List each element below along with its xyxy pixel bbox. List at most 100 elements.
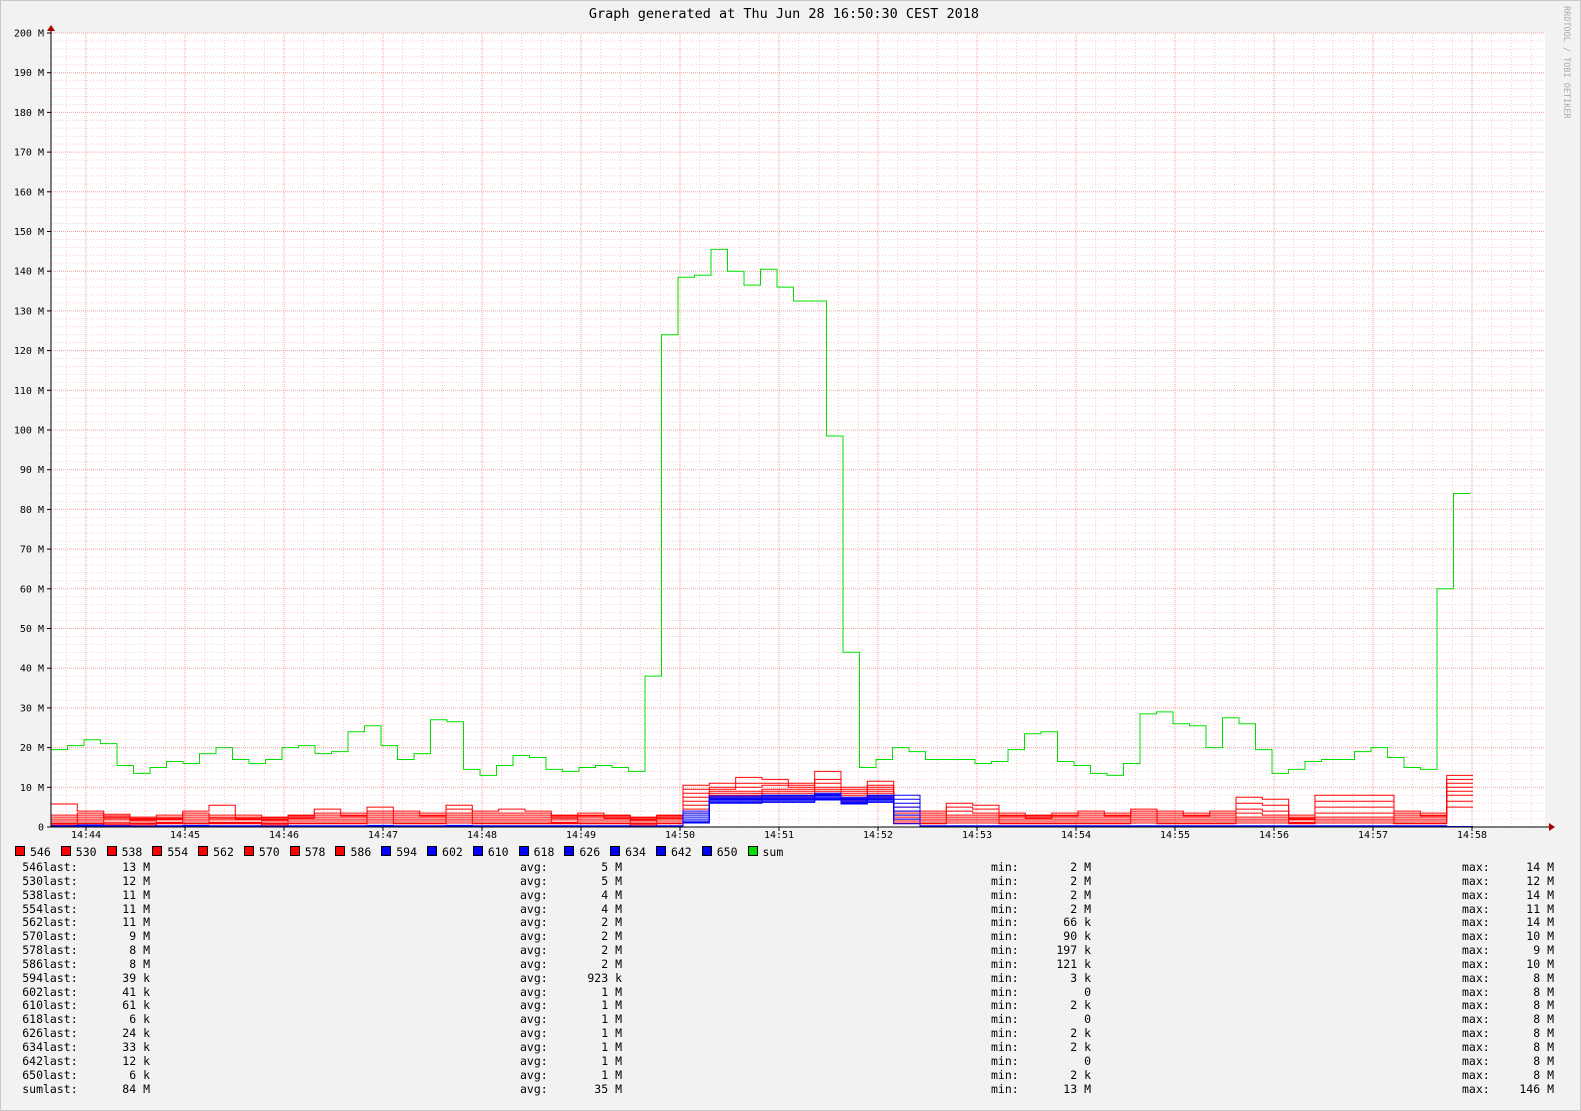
max-label: max: xyxy=(1462,943,1490,958)
last-value: 84 M xyxy=(122,1081,150,1096)
min-label: min: xyxy=(991,915,1019,930)
y-tick-label: 50 M xyxy=(20,624,44,635)
legend-swatch xyxy=(747,846,758,856)
max-label: max: xyxy=(1462,873,1490,888)
legend-item-634: 634 xyxy=(610,845,646,859)
avg-label: avg: xyxy=(520,915,548,930)
avg-value: 1 M xyxy=(601,984,622,999)
legend-swatch xyxy=(243,846,254,856)
max-label: max: xyxy=(1462,970,1490,985)
last-label: last: xyxy=(43,915,78,930)
legend-label: 530 xyxy=(75,845,97,859)
min-label: min: xyxy=(991,860,1019,874)
min-value: 2 M xyxy=(1070,901,1091,916)
legend-item-538: 538 xyxy=(106,845,143,859)
series-line-562 xyxy=(51,788,1473,822)
min-value: 66 k xyxy=(1063,915,1091,930)
legend-label: 650 xyxy=(716,845,738,859)
min-label: min: xyxy=(991,970,1019,985)
rrdtool-watermark: RRDTOOL / TOBI OETIKER xyxy=(1561,6,1571,119)
y-tick-label: 10 M xyxy=(20,783,44,794)
legend-swatch xyxy=(15,846,25,856)
y-tick-label: 60 M xyxy=(20,584,44,595)
legend-swatch xyxy=(655,846,666,856)
max-label: max: xyxy=(1462,956,1490,971)
series-name: 570 xyxy=(22,929,43,944)
min-label: min: xyxy=(991,943,1019,958)
avg-value: 35 M xyxy=(594,1081,622,1096)
min-value: 13 M xyxy=(1063,1081,1091,1096)
max-value: 8 M xyxy=(1533,984,1554,999)
legend-item-sum: sum xyxy=(747,845,783,859)
legend-item-610: 610 xyxy=(472,845,509,859)
x-tick-label: 14:51 xyxy=(764,830,794,841)
max-label: max: xyxy=(1462,1067,1490,1082)
avg-value: 1 M xyxy=(601,1026,622,1041)
legend-label: 570 xyxy=(258,845,280,859)
max-label: max: xyxy=(1462,929,1490,944)
x-tick-label: 14:57 xyxy=(1358,830,1388,841)
legend-swatch xyxy=(701,846,712,856)
legend-label: 626 xyxy=(579,845,601,859)
legend-swatch xyxy=(152,846,163,856)
series-name: 578 xyxy=(22,943,43,958)
max-label: max: xyxy=(1462,1053,1490,1068)
x-tick-label: 14:55 xyxy=(1160,830,1190,841)
series-line-sum xyxy=(51,248,1470,776)
last-value: 61 k xyxy=(122,998,150,1013)
max-label: max: xyxy=(1462,887,1490,902)
y-tick-label: 110 M xyxy=(14,386,44,397)
max-label: max: xyxy=(1462,1081,1490,1096)
y-tick-label: 160 M xyxy=(14,187,44,198)
legend-label: 538 xyxy=(121,845,143,859)
stats-row: 530 last: 12 M avg: 5 M min: 2 M max: 12 M xyxy=(15,873,1560,889)
stats-row: 626 last: 24 k avg: 1 M min: 2 k max: 8 M xyxy=(15,1026,1560,1041)
min-value: 2 M xyxy=(1070,887,1091,902)
y-tick-label: 80 M xyxy=(20,505,44,516)
series-name: 562 xyxy=(22,915,43,930)
x-tick-label: 14:53 xyxy=(962,830,992,841)
last-label: last: xyxy=(43,956,78,971)
y-tick-label: 0 xyxy=(38,823,44,834)
min-label: min: xyxy=(991,887,1019,902)
y-tick-label: 120 M xyxy=(14,346,44,357)
min-value: 0 xyxy=(1084,1012,1091,1027)
series-name: 586 xyxy=(22,956,43,971)
min-value: 197 k xyxy=(1056,943,1091,958)
last-value: 9 M xyxy=(129,929,150,944)
x-tick-label: 14:49 xyxy=(566,830,596,841)
y-tick-label: 130 M xyxy=(14,306,44,317)
series-name: sum xyxy=(22,1081,43,1096)
max-value: 8 M xyxy=(1533,998,1554,1013)
avg-label: avg: xyxy=(520,1081,548,1096)
y-tick-label: 170 M xyxy=(14,148,44,159)
max-value: 10 M xyxy=(1526,956,1554,971)
min-label: min: xyxy=(991,1012,1019,1027)
stats-row: 538 last: 11 M avg: 4 M min: 2 M max: 14 M xyxy=(15,887,1560,903)
avg-label: avg: xyxy=(520,1039,548,1054)
last-label: last: xyxy=(43,929,78,944)
series-name: 626 xyxy=(22,1026,43,1041)
avg-value: 2 M xyxy=(601,956,622,971)
legend-label: 562 xyxy=(213,845,234,859)
series-name: 554 xyxy=(22,901,43,916)
last-value: 8 M xyxy=(129,943,150,958)
y-tick-label: 100 M xyxy=(14,426,44,437)
min-value: 2 M xyxy=(1070,860,1091,874)
legend-item-530: 530 xyxy=(60,845,97,859)
legend-label: 578 xyxy=(304,845,326,859)
avg-label: avg: xyxy=(520,956,548,971)
avg-label: avg: xyxy=(520,901,548,916)
min-label: min: xyxy=(991,1053,1019,1068)
avg-value: 923 k xyxy=(587,970,622,985)
x-tick-label: 14:46 xyxy=(269,830,299,841)
x-tick-label: 14:48 xyxy=(467,830,497,841)
min-label: min: xyxy=(991,956,1019,971)
legend-item-570: 570 xyxy=(243,845,280,859)
legend-swatch xyxy=(610,846,621,856)
avg-value: 2 M xyxy=(601,915,622,930)
avg-value: 1 M xyxy=(601,1039,622,1054)
stats-row: 610 last: 61 k avg: 1 M min: 2 k max: 8 M xyxy=(15,999,1560,1013)
last-value: 39 k xyxy=(122,970,150,985)
y-tick-label: 190 M xyxy=(14,68,44,79)
